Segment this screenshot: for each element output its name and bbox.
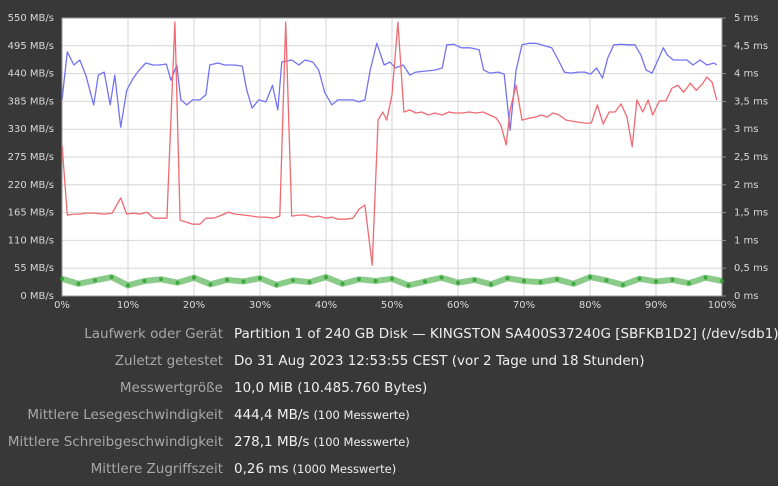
- x-tick-label: 30%: [249, 300, 271, 311]
- access-time-point: [703, 275, 708, 280]
- access-time-point: [654, 279, 658, 284]
- row-label: Mittlere Zugriffszeit: [91, 461, 223, 477]
- y2-tick-label: 1 ms: [734, 235, 759, 246]
- x-tick-label: 60%: [447, 300, 469, 311]
- access-time-point: [390, 276, 394, 281]
- access-time-point: [423, 279, 427, 284]
- y2-tick-label: 0 ms: [734, 291, 759, 302]
- value-text: 0,26 ms: [234, 461, 289, 477]
- y-tick-label: 330 MB/s: [8, 124, 54, 135]
- row-value: Partition 1 of 240 GB Disk — KINGSTON SA…: [234, 326, 778, 342]
- x-tick-label: 90%: [645, 300, 667, 311]
- y2-tick-label: 3,5 ms: [734, 96, 768, 107]
- access-time-point: [522, 278, 526, 283]
- access-time-point: [307, 280, 312, 285]
- access-time-point: [373, 278, 378, 283]
- access-time-point: [588, 275, 592, 280]
- y2-tick-label: 5 ms: [734, 13, 759, 24]
- access-time-point: [291, 278, 295, 283]
- access-time-point: [241, 279, 246, 284]
- row-label: Mittlere Lesegeschwindigkeit: [27, 407, 223, 423]
- value-text: 444,4 MB/s: [234, 407, 309, 423]
- y-tick-label: 110 MB/s: [8, 235, 54, 246]
- access-time-point: [604, 278, 609, 283]
- y-tick-label: 165 MB/s: [8, 208, 54, 219]
- access-time-point: [357, 277, 361, 282]
- access-time-point: [208, 282, 213, 287]
- row-label: Mittlere Schreibgeschwindigkeit: [8, 434, 223, 450]
- row-value: 444,4 MB/s (100 Messwerte): [234, 407, 410, 423]
- y-tick-label: 495 MB/s: [8, 41, 54, 52]
- access-time-point: [126, 283, 130, 288]
- access-time-point: [406, 283, 411, 288]
- access-time-point: [175, 280, 180, 285]
- access-time-point: [324, 275, 328, 280]
- y2-tick-label: 2 ms: [734, 180, 759, 191]
- x-tick-label: 20%: [183, 300, 205, 311]
- x-tick-label: 10%: [117, 300, 139, 311]
- row-value: 0,26 ms (1000 Messwerte): [234, 461, 396, 477]
- access-time-point: [637, 276, 642, 281]
- access-time-point: [340, 281, 345, 286]
- y2-tick-label: 0,5 ms: [734, 263, 768, 274]
- access-time-point: [76, 281, 81, 286]
- y2-tick-label: 4,5 ms: [734, 41, 768, 52]
- access-time-point: [555, 277, 559, 282]
- access-time-point: [274, 282, 279, 287]
- y2-tick-label: 3 ms: [734, 124, 759, 135]
- x-tick-label: 100%: [708, 300, 737, 311]
- access-time-point: [505, 276, 510, 281]
- y-tick-label: 550 MB/s: [8, 13, 54, 24]
- access-time-point: [192, 275, 196, 280]
- y-tick-label: 55 MB/s: [14, 263, 54, 274]
- access-time-point: [571, 281, 576, 286]
- access-time-point: [225, 277, 229, 282]
- x-tick-label: 80%: [579, 300, 601, 311]
- access-time-point: [621, 282, 625, 287]
- plot-border: [61, 17, 723, 297]
- access-time-point: [670, 277, 675, 282]
- access-time-point: [439, 275, 444, 280]
- access-time-point: [60, 276, 64, 281]
- x-tick-label: 70%: [513, 300, 535, 311]
- access-time-point: [456, 280, 460, 285]
- access-time-point: [159, 277, 163, 282]
- access-time-point: [142, 278, 147, 283]
- value-note: (100 Messwerte): [313, 408, 409, 422]
- y-tick-label: 440 MB/s: [8, 69, 54, 80]
- value-text: Do 31 Aug 2023 12:53:55 CEST (vor 2 Tage…: [234, 353, 645, 369]
- y-tick-label: 220 MB/s: [8, 180, 54, 191]
- y-tick-label: 0 MB/s: [20, 291, 54, 302]
- x-tick-label: 0%: [54, 300, 70, 311]
- y-tick-label: 275 MB/s: [8, 152, 54, 163]
- value-text: 278,1 MB/s: [234, 434, 309, 450]
- access-time-point: [687, 281, 691, 286]
- row-label: Laufwerk oder Gerät: [84, 326, 223, 342]
- row-label: Messwertgröße: [120, 380, 223, 396]
- access-time-point: [109, 275, 114, 280]
- row-label: Zuletzt getestet: [115, 353, 223, 369]
- y2-tick-label: 2,5 ms: [734, 152, 768, 163]
- access-time-point: [720, 278, 724, 283]
- x-tick-label: 50%: [381, 300, 403, 311]
- throughput-line: [61, 21, 718, 266]
- y-tick-label: 385 MB/s: [8, 96, 54, 107]
- value-text: Partition 1 of 240 GB Disk — KINGSTON SA…: [234, 326, 778, 342]
- access-time-point: [472, 277, 477, 282]
- x-tick-label: 40%: [315, 300, 337, 311]
- access-time-point: [538, 280, 543, 285]
- row-value: Do 31 Aug 2023 12:53:55 CEST (vor 2 Tage…: [234, 353, 645, 369]
- access-time-point: [93, 278, 97, 283]
- access-time-point: [258, 276, 262, 281]
- value-note: (1000 Messwerte): [293, 462, 397, 476]
- y2-tick-label: 4 ms: [734, 69, 759, 80]
- access-time-point: [489, 282, 493, 287]
- value-text: 10,0 MiB (10.485.760 Bytes): [234, 380, 427, 396]
- throughput-line: [61, 42, 718, 131]
- row-value: 278,1 MB/s (100 Messwerte): [234, 434, 410, 450]
- value-note: (100 Messwerte): [313, 435, 409, 449]
- row-value: 10,0 MiB (10.485.760 Bytes): [234, 380, 427, 396]
- y2-tick-label: 1,5 ms: [734, 208, 768, 219]
